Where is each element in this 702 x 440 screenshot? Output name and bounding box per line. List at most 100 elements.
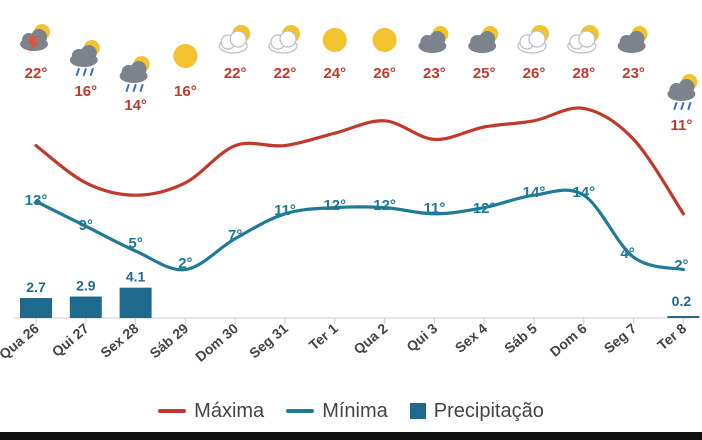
- rain-cloud-icon: [667, 74, 698, 110]
- x-axis: Qua 26 Qui 27 Sex 28 Sáb 29 Dom 30 Seg 31 Ter …: [0, 320, 689, 365]
- x-axis-label: Dom 6: [547, 320, 590, 360]
- max-temp-label: 28°: [572, 65, 595, 82]
- legend-label-min: Mínima: [322, 399, 388, 422]
- max-temp-line: [34, 106, 685, 216]
- temperature-lines: [34, 106, 685, 272]
- cloudy-icon: [468, 26, 499, 53]
- storm-cloud-icon: [20, 24, 50, 52]
- cloudy-icon: [418, 26, 449, 53]
- precip-bar: [667, 316, 700, 318]
- precipitation-bars: [20, 287, 700, 318]
- partly-cloudy-icon: [567, 25, 599, 54]
- min-temp-line: [34, 188, 685, 272]
- x-axis-label: Qui 27: [49, 320, 92, 360]
- cloud-shape: [528, 30, 546, 48]
- cloud-shape: [429, 31, 446, 47]
- max-temp-label: 22°: [224, 65, 247, 82]
- legend-swatch-precip: [409, 403, 426, 419]
- min-temp-label: 13°: [25, 192, 48, 209]
- cloud-shape: [279, 30, 297, 48]
- rain-drop: [673, 102, 678, 110]
- partly-cloudy-icon: [268, 25, 300, 54]
- cloud-shape: [628, 31, 645, 47]
- rain-drop: [75, 68, 80, 76]
- min-temp-label: 12°: [323, 197, 346, 214]
- max-temp-label: 26°: [523, 65, 546, 82]
- legend-label-precip: Precipitação: [433, 399, 544, 422]
- max-temp-label: 16°: [174, 83, 197, 100]
- cloudy-icon: [617, 26, 648, 53]
- sun-icon: [372, 28, 397, 52]
- max-temp-label: 23°: [622, 65, 645, 82]
- sun-icon: [322, 28, 347, 52]
- rain-drop: [89, 68, 94, 76]
- precip-label: 4.1: [126, 269, 146, 285]
- lightning-bolt: [28, 36, 39, 52]
- cloud-shape: [578, 30, 596, 48]
- x-axis-label: Sex 4: [452, 320, 490, 356]
- x-axis-label: Dom 30: [192, 320, 241, 365]
- max-temp-label: 22°: [274, 65, 297, 82]
- max-temp-label: 26°: [373, 65, 396, 82]
- value-labels: 22° 16° 14° 16° 22° 22° 24° 26° 23° 25° 26° 28° 23° 1…: [25, 65, 693, 309]
- max-temp-label: 22°: [25, 65, 48, 82]
- x-axis-label: Sex 28: [97, 320, 141, 361]
- weather-icons: [20, 24, 698, 110]
- cloud-shape: [479, 31, 496, 47]
- max-temp-label: 23°: [423, 65, 446, 82]
- x-axis-label: Seg 7: [601, 320, 640, 356]
- x-axis-label: Ter 1: [306, 320, 341, 353]
- rain-drop: [680, 102, 685, 110]
- min-temp-label: 11°: [274, 202, 296, 219]
- rain-drop: [125, 84, 130, 92]
- rain-drop: [687, 102, 692, 110]
- min-temp-label: 2°: [178, 255, 192, 272]
- x-axis-label: Sáb 29: [146, 320, 191, 361]
- min-temp-label: 11°: [423, 200, 445, 217]
- sun-shape: [322, 28, 347, 52]
- rain-drop: [132, 84, 137, 92]
- chart-legend: Máxima Mínima Precipitação: [0, 396, 702, 426]
- partly-cloudy-icon: [218, 25, 251, 54]
- x-axis-label: Qua 2: [350, 320, 390, 357]
- cloud-shape: [31, 29, 47, 45]
- min-temp-label: 5°: [128, 235, 142, 252]
- legend-item-precip: Precipitação: [409, 399, 544, 423]
- partly-cloudy-icon: [517, 25, 549, 54]
- precip-label: 2.7: [26, 279, 46, 295]
- min-temp-label: 14°: [523, 184, 546, 201]
- min-temp-label: 14°: [572, 184, 595, 201]
- sun-shape: [372, 28, 397, 52]
- min-temp-label: 4°: [620, 245, 634, 262]
- rain-cloud-icon: [119, 56, 150, 92]
- chart-grid: [14, 317, 690, 324]
- x-axis-label: Qua 26: [0, 320, 42, 362]
- rain-cloud-icon: [69, 40, 100, 76]
- min-temp-label: 12°: [473, 200, 496, 217]
- precip-bar: [119, 287, 152, 318]
- min-temp-label: 7°: [228, 227, 242, 244]
- legend-label-max: Máxima: [194, 399, 265, 422]
- x-axis-label: Qui 3: [403, 320, 440, 355]
- rain-drop: [139, 84, 144, 92]
- weather-chart: 22° 16° 14° 16° 22° 22° 24° 26° 23° 25° 26° 28° 23° 1…: [0, 24, 700, 365]
- max-temp-label: 25°: [473, 65, 496, 82]
- rain-drop: [82, 68, 87, 76]
- cloud-shape: [229, 30, 247, 48]
- cloud-shape: [130, 61, 147, 77]
- min-temp-label: 9°: [79, 217, 93, 234]
- precip-bar: [20, 298, 52, 318]
- x-axis-label: Sáb 5: [501, 320, 540, 356]
- x-axis-label: Ter 8: [654, 320, 689, 353]
- max-temp-label: 14°: [124, 97, 147, 114]
- min-temp-label: 12°: [373, 197, 396, 214]
- precip-label: 2.9: [76, 278, 96, 294]
- legend-swatch-max: [158, 409, 187, 413]
- bottom-edge-bar: [0, 432, 702, 440]
- min-temp-label: 2°: [674, 257, 688, 274]
- sun-shape: [173, 44, 198, 68]
- x-axis-label: Seg 31: [246, 320, 291, 361]
- max-temp-label: 24°: [323, 65, 346, 82]
- max-temp-label: 11°: [670, 117, 692, 134]
- cloud-shape: [678, 79, 695, 95]
